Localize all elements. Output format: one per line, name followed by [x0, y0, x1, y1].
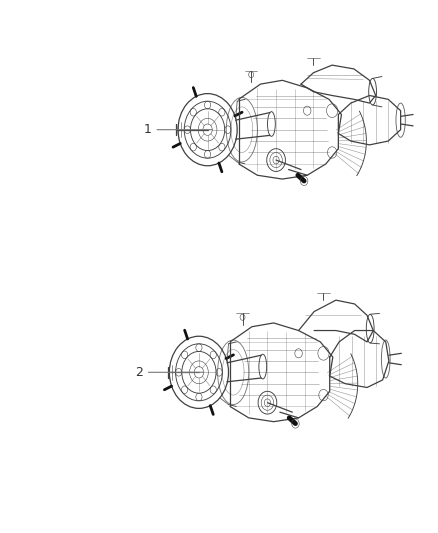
Text: 2: 2: [135, 366, 204, 379]
Text: 1: 1: [144, 123, 212, 136]
